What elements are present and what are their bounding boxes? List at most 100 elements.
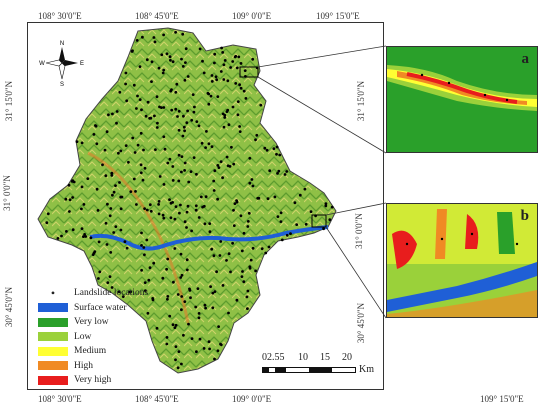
- landslide-point: [202, 71, 206, 75]
- landslide-point: [242, 280, 246, 284]
- inset-b: b: [386, 203, 538, 318]
- landslide-point: [221, 51, 225, 54]
- landslide-point: [138, 98, 142, 101]
- landslide-point: [197, 312, 201, 315]
- landslide-point: [121, 295, 125, 298]
- landslide-point: [188, 289, 192, 292]
- landslide-point: [174, 205, 178, 209]
- landslide-point: [266, 197, 270, 201]
- landslide-point: [134, 190, 137, 193]
- landslide-point: [92, 251, 96, 255]
- landslide-point: [196, 287, 200, 290]
- landslide-point: [254, 269, 257, 273]
- landslide-point: [183, 220, 187, 224]
- landslide-point: [227, 252, 231, 256]
- inset-a-map: [387, 47, 537, 152]
- landslide-point: [212, 254, 216, 258]
- landslide-point: [242, 231, 246, 235]
- coord-left-3: 30° 45'0"N: [4, 286, 15, 328]
- landslide-point: [207, 340, 211, 343]
- landslide-point: [107, 113, 110, 117]
- landslide-point: [194, 204, 198, 208]
- landslide-point: [221, 176, 225, 180]
- landslide-point: [142, 246, 146, 249]
- coord-top-4: 109° 15'0"E: [316, 11, 360, 21]
- landslide-point: [328, 218, 332, 222]
- landslide-point: [148, 266, 152, 270]
- landslide-point: [156, 121, 159, 125]
- landslide-point: [111, 112, 114, 116]
- landslide-point: [143, 281, 147, 284]
- landslide-point: [150, 80, 153, 83]
- legend-swatch-surface-water: [38, 303, 68, 313]
- legend-label-low: Low: [74, 331, 92, 342]
- inset-b-extent: [311, 214, 327, 228]
- landslide-point: [304, 222, 308, 226]
- coord-right-2: 31° 0'0"N: [353, 213, 364, 249]
- landslide-point: [231, 60, 235, 63]
- landslide-point: [180, 273, 184, 277]
- landslide-point: [109, 251, 113, 254]
- landslide-point: [160, 106, 163, 109]
- landslide-point: [216, 197, 220, 201]
- north-label: N: [60, 41, 64, 47]
- landslide-point: [212, 179, 216, 183]
- landslide-point: [110, 174, 114, 177]
- landslide-point: [141, 178, 145, 182]
- landslide-point: [132, 83, 136, 87]
- landslide-point: [169, 58, 172, 62]
- landslide-point: [213, 169, 217, 173]
- landslide-point: [75, 140, 79, 143]
- landslide-point: [222, 78, 226, 81]
- landslide-point: [231, 241, 235, 245]
- landslide-point: [285, 170, 289, 173]
- landslide-point: [194, 305, 198, 309]
- landslide-point: [200, 141, 204, 145]
- landslide-point: [180, 308, 183, 312]
- landslide-point: [230, 145, 233, 149]
- high-susceptibility-band: [87, 151, 190, 324]
- landslide-point: [238, 130, 242, 133]
- scale-tick-20: 20: [342, 352, 352, 363]
- landslide-point: [95, 187, 99, 191]
- landslide-point: [131, 49, 134, 53]
- coord-right-3: 30° 45'0"N: [356, 302, 367, 344]
- landslide-point: [238, 83, 242, 87]
- legend-swatch-medium: [38, 346, 68, 356]
- landslide-point: [161, 213, 165, 217]
- landslide-point: [171, 165, 175, 168]
- landslide-point: [162, 183, 166, 186]
- landslide-point: [119, 149, 123, 153]
- landslide-point: [229, 66, 233, 69]
- landslide-point: [222, 63, 226, 67]
- landslide-point: [213, 61, 216, 65]
- coord-right-1: 31° 15'0"N: [356, 80, 367, 122]
- landslide-point: [180, 362, 183, 366]
- landslide-point: [193, 105, 196, 109]
- landslide-point: [140, 268, 143, 272]
- landslide-point: [240, 275, 244, 278]
- landslide-point: [157, 203, 161, 206]
- landslide-point: [108, 214, 112, 218]
- scale-tick-15: 15: [320, 352, 330, 363]
- landslide-point: [227, 311, 230, 315]
- west-label: W: [39, 61, 45, 67]
- landslide-point: [182, 114, 185, 118]
- landslide-point: [187, 180, 191, 184]
- landslide-point: [283, 173, 287, 176]
- landslide-point: [236, 113, 240, 117]
- landslide-point: [189, 296, 192, 300]
- landslide-point: [168, 314, 172, 318]
- landslide-point: [162, 106, 166, 109]
- landslide-point: [254, 138, 257, 142]
- legend-label-landslide: Landslide locations: [74, 288, 149, 299]
- landslide-point: [245, 295, 249, 299]
- landslide-point: [248, 181, 252, 185]
- landslide-point: [255, 133, 259, 137]
- landslide-point: [220, 46, 224, 50]
- landslide-point: [165, 336, 169, 339]
- landslide-point: [209, 94, 213, 98]
- landslide-point: [80, 207, 83, 211]
- landslide-point: [186, 75, 190, 78]
- landslide-point: [145, 238, 149, 242]
